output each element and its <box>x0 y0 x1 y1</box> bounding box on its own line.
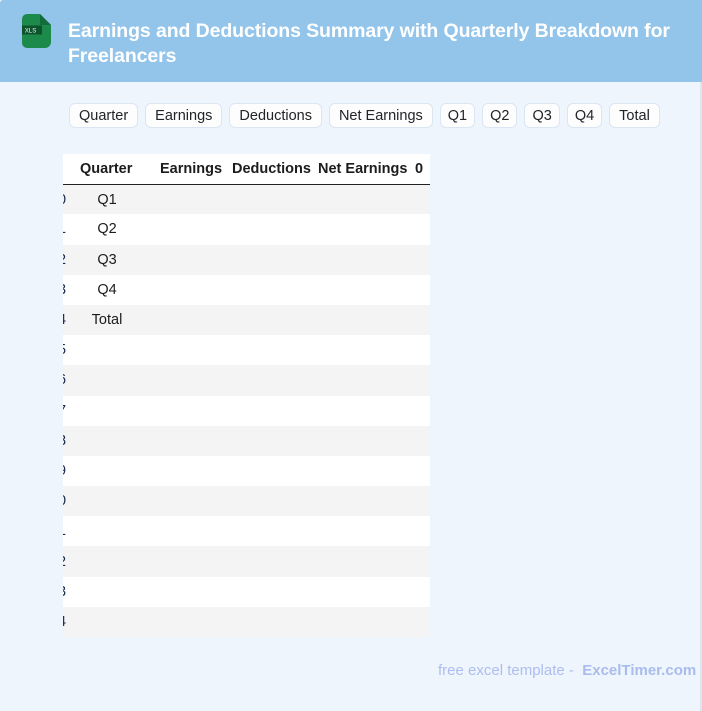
svg-text:XLS: XLS <box>25 27 37 34</box>
